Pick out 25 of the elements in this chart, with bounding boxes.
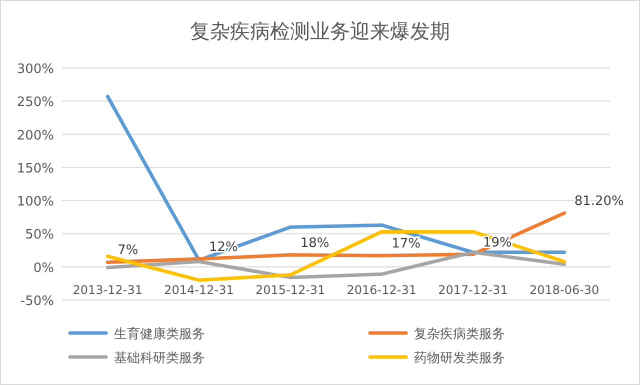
x-tick-label: 2014-12-31 [164,282,234,297]
x-tick-label: 2017-12-31 [438,282,508,297]
y-tick-label: 300% [16,62,54,77]
x-tick-label: 2018-06-30 [529,282,600,297]
line-series [106,230,566,282]
x-tick-label: 2016-12-31 [346,282,417,297]
legend-label: 生育健康类服务 [114,326,205,342]
y-tick-label: 250% [16,95,54,110]
y-tick-label: -50% [20,294,54,309]
legend-label: 药物研发类服务 [414,351,505,366]
data-label: 81.20% [574,194,624,210]
legend-label: 复杂疾病类服务 [414,327,505,342]
y-tick-label: 100% [16,194,54,210]
y-tick-label: 50% [25,228,54,243]
y-tick-label: 150% [16,161,54,176]
line-series [106,211,566,264]
x-tick-label: 2013-12-31 [72,282,143,297]
y-tick-label: 0% [33,260,54,276]
x-tick-label: 2015-12-31 [255,282,326,297]
y-tick-label: 200% [16,128,54,144]
data-label: 17% [392,236,421,252]
data-label: 7% [118,243,138,258]
chart-title: 复杂疾病检测业务迎来爆发期 [190,19,450,43]
data-label: 18% [300,236,330,251]
legend-label: 基础科研类服务 [114,351,205,366]
